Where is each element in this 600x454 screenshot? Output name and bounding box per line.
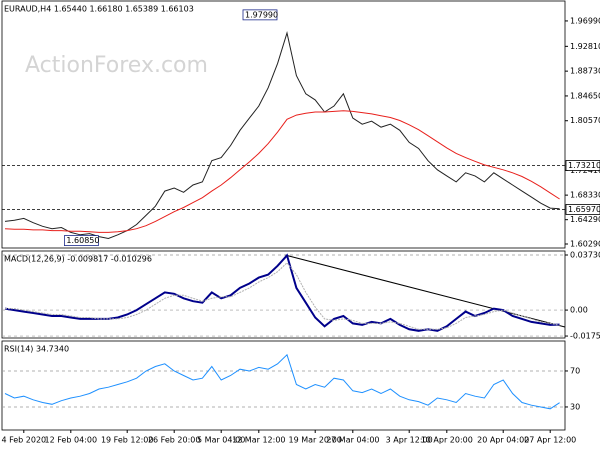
annotation-box (64, 235, 99, 246)
level-label: 1.73210 (568, 161, 600, 170)
annotation-box (242, 9, 278, 21)
panel-frame (1, 250, 566, 339)
series-line (4, 353, 560, 410)
panel-title: MACD(12,26,9) -0.009817 -0.010296 (4, 255, 152, 264)
watermark: ActionForex.com (25, 53, 208, 78)
x-tick-label: 3 Apr 12:00 (386, 436, 433, 445)
y-tick-label: 30 (570, 402, 580, 411)
panel-title: EURAUD,H4 1.65440 1.66180 1.65389 1.6610… (4, 5, 194, 14)
series-line (5, 262, 560, 330)
y-tick-label: 1.84650 (570, 91, 600, 100)
y-tick-label: 1.88730 (570, 67, 600, 76)
x-tick-label: 27 Apr 12:00 (524, 436, 576, 445)
x-tick-label: 12 Feb 04:00 (45, 436, 97, 445)
panel-frame (1, 0, 566, 249)
level-label: 1.65970 (568, 205, 600, 214)
x-tick-label: 27 Mar 04:00 (326, 436, 379, 445)
y-tick-label: 1.80570 (570, 116, 600, 125)
x-tick-label: 12 Mar 12:00 (232, 436, 285, 445)
y-tick-label: 70 (570, 366, 580, 375)
series-line (4, 110, 560, 233)
x-tick-label: 26 Feb 20:00 (148, 436, 200, 445)
level-label-box (565, 204, 600, 215)
y-tick-label: 1.60290 (570, 239, 600, 248)
x-tick-label: 10 Apr 20:00 (421, 436, 473, 445)
annotation-label: 1.97990 (245, 10, 278, 19)
y-tick-label: 0.037301 (570, 250, 600, 259)
y-tick-label: 1.68330 (570, 191, 600, 200)
x-tick-label: 19 Feb 12:00 (101, 436, 153, 445)
panel-title: RSI(14) 34.7340 (4, 345, 69, 354)
x-tick-label: 19 Mar 20:00 (288, 436, 341, 445)
x-tick-label: 4 Feb 2020 (1, 436, 46, 445)
y-tick-label: 0.00 (570, 306, 588, 315)
x-tick-label: 20 Apr 04:00 (477, 436, 529, 445)
y-tick-label: 1.96990 (570, 16, 600, 25)
panel-frame (1, 340, 566, 431)
y-tick-label: 1.92810 (570, 42, 600, 51)
y-tick-label: -0.017577 (570, 332, 600, 341)
y-tick-label: 1.64290 (570, 215, 600, 224)
annotation-label: 1.60850 (66, 236, 99, 245)
x-tick-label: 5 Mar 04:00 (197, 436, 245, 445)
level-label-box (565, 160, 600, 171)
